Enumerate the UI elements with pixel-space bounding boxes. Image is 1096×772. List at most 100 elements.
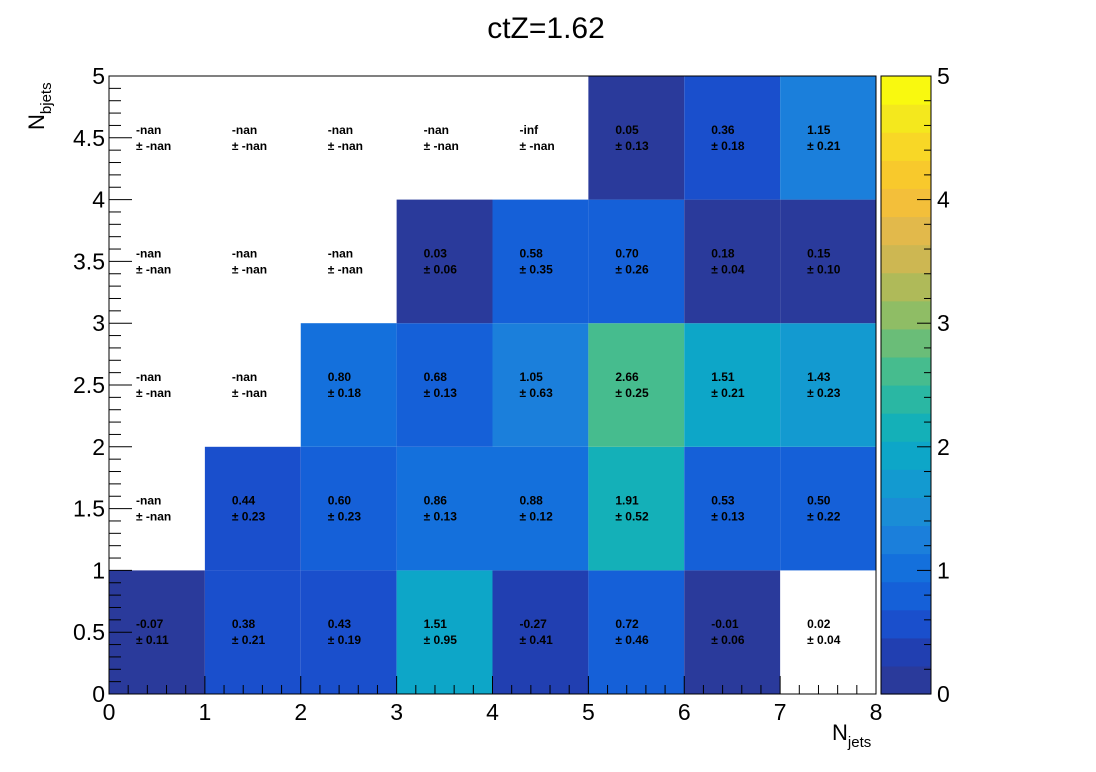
cell-error-label: ± 0.46 bbox=[615, 633, 649, 647]
color-scale-band bbox=[881, 413, 931, 442]
y-axis-label: Nbjets bbox=[24, 82, 55, 130]
y-tick-label: 0 bbox=[92, 681, 105, 707]
color-scale-band bbox=[881, 76, 931, 105]
y-axis: 0 0.5 1 1.5 2 2.5 3 3.5 4 4.5 5 bbox=[73, 63, 132, 707]
cell-value-label: 1.51 bbox=[424, 617, 448, 631]
heatmap-cell bbox=[684, 199, 781, 324]
cell-error-label: ± 0.26 bbox=[615, 262, 649, 276]
color-scale-band bbox=[881, 665, 931, 695]
cell-value-label: 0.70 bbox=[615, 246, 639, 260]
cell-value-label: 1.15 bbox=[807, 123, 831, 137]
cell-value-label: 0.38 bbox=[232, 617, 256, 631]
color-scale-band bbox=[881, 609, 931, 639]
cell-error-label: ± -nan bbox=[136, 262, 171, 276]
cell-value-label: -0.27 bbox=[520, 617, 548, 631]
cell-error-label: ± 0.21 bbox=[232, 633, 266, 647]
y-tick-label: 5 bbox=[92, 63, 105, 89]
cell-value-label: 1.43 bbox=[807, 370, 831, 384]
cell-value-label: -nan bbox=[136, 494, 161, 508]
cell-error-label: ± 0.52 bbox=[615, 510, 649, 524]
cell-value-label: -nan bbox=[136, 246, 161, 260]
color-scale-band bbox=[881, 244, 931, 274]
cell-error-label: ± 0.41 bbox=[520, 633, 554, 647]
cell-value-label: -nan bbox=[136, 370, 161, 384]
y-tick-label: 4 bbox=[92, 187, 105, 213]
cell-value-label: -inf bbox=[520, 123, 540, 137]
x-tick-label: 3 bbox=[390, 699, 403, 725]
cell-value-label: 0.58 bbox=[520, 246, 544, 260]
cell-error-label: ± 0.22 bbox=[807, 510, 841, 524]
cell-value-label: -nan bbox=[232, 246, 257, 260]
cell-error-label: ± 0.25 bbox=[615, 386, 649, 400]
y-tick-label: 3.5 bbox=[73, 248, 105, 274]
heatmap-cell bbox=[684, 76, 781, 200]
cell-value-label: 1.05 bbox=[520, 370, 544, 384]
cell-value-label: 0.43 bbox=[328, 617, 352, 631]
color-scale-label: 0 bbox=[937, 681, 950, 707]
heatmap-cell bbox=[300, 323, 397, 447]
cell-value-label: 0.68 bbox=[424, 370, 448, 384]
color-scale-band bbox=[881, 553, 931, 583]
y-tick-label: 1 bbox=[92, 557, 105, 583]
y-tick-label: 0.5 bbox=[73, 619, 105, 645]
heatmap-cells bbox=[109, 76, 876, 694]
cell-value-label: 0.60 bbox=[328, 494, 352, 508]
cell-value-label: -nan bbox=[328, 246, 353, 260]
cell-error-label: ± -nan bbox=[520, 139, 555, 153]
cell-error-label: ± 0.13 bbox=[424, 510, 458, 524]
color-scale-label: 1 bbox=[937, 557, 950, 583]
cell-error-label: ± 0.04 bbox=[711, 262, 745, 276]
y-axis-label-main: N bbox=[24, 114, 49, 130]
cell-error-label: ± 0.95 bbox=[424, 633, 458, 647]
color-scale-band bbox=[881, 525, 931, 555]
cell-error-label: ± -nan bbox=[136, 510, 171, 524]
cell-error-label: ± 0.10 bbox=[807, 262, 841, 276]
color-scale-label: 4 bbox=[937, 187, 950, 213]
cell-value-label: -nan bbox=[136, 123, 161, 137]
heatmap-cell bbox=[492, 446, 589, 571]
cell-value-label: 0.72 bbox=[615, 617, 639, 631]
x-tick-label: 0 bbox=[103, 699, 116, 725]
color-scale-band bbox=[881, 328, 931, 358]
color-scale-band bbox=[881, 188, 931, 218]
color-scale-label: 5 bbox=[937, 63, 950, 89]
cell-error-label: ± 0.12 bbox=[520, 510, 554, 524]
cell-error-label: ± 0.13 bbox=[711, 510, 745, 524]
heatmap-cell bbox=[780, 323, 876, 447]
cell-error-label: ± 0.06 bbox=[711, 633, 745, 647]
cell-value-label: 0.44 bbox=[232, 494, 256, 508]
y-tick-label: 2 bbox=[92, 434, 105, 460]
cell-value-label: 0.86 bbox=[424, 494, 448, 508]
color-scale-band bbox=[881, 216, 931, 246]
cell-error-label: ± 0.23 bbox=[328, 510, 362, 524]
color-scale-label: 3 bbox=[937, 310, 950, 336]
heatmap-cell bbox=[684, 323, 781, 447]
y-tick-label: 4.5 bbox=[73, 125, 105, 151]
x-tick-label: 4 bbox=[486, 699, 499, 725]
cell-error-label: ± -nan bbox=[136, 386, 171, 400]
cell-value-label: 2.66 bbox=[615, 370, 639, 384]
heatmap-cell bbox=[492, 570, 589, 694]
color-scale-band bbox=[881, 637, 931, 667]
heatmap-cell bbox=[780, 76, 876, 200]
cell-error-label: ± -nan bbox=[136, 139, 171, 153]
cell-value-label: 0.18 bbox=[711, 246, 735, 260]
color-scale-bar: 0 1 2 3 4 5 bbox=[880, 63, 950, 707]
cell-value-label: 0.15 bbox=[807, 246, 831, 260]
color-scale-band bbox=[881, 160, 931, 189]
color-scale-frame bbox=[880, 75, 932, 695]
cell-error-label: ± 0.21 bbox=[807, 139, 841, 153]
cell-error-label: ± 0.23 bbox=[232, 510, 266, 524]
x-tick-label: 7 bbox=[774, 699, 787, 725]
color-scale-band bbox=[881, 272, 931, 302]
cell-value-label: -nan bbox=[328, 123, 353, 137]
heatmap-cell bbox=[492, 323, 589, 447]
heatmap-cell bbox=[780, 446, 876, 571]
cell-error-label: ± 0.04 bbox=[807, 633, 841, 647]
cell-error-label: ± -nan bbox=[232, 139, 267, 153]
cell-value-label: 0.36 bbox=[711, 123, 735, 137]
cell-error-label: ± -nan bbox=[328, 139, 363, 153]
color-scale-band bbox=[881, 132, 931, 161]
x-axis: 0 1 2 3 4 5 6 7 8 bbox=[103, 676, 882, 725]
